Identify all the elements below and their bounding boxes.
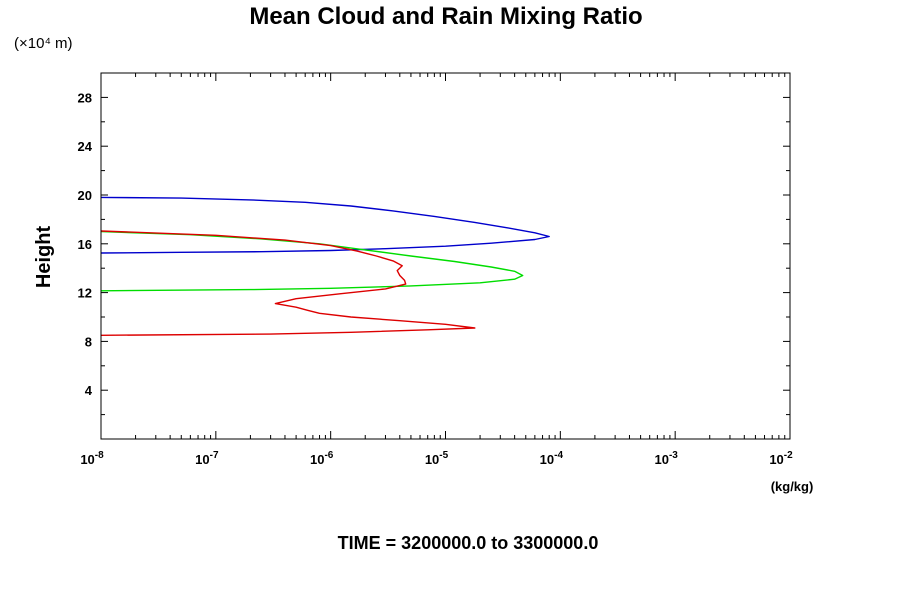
y-tick-label: 12	[78, 286, 92, 301]
y-tick-label: 28	[78, 90, 92, 105]
x-tick-label: 10-4	[540, 450, 564, 467]
series-line-2	[100, 230, 524, 292]
plot-frame	[100, 72, 791, 440]
y-scale-note: (×10⁴ m)	[14, 35, 73, 52]
chart-title: Mean Cloud and Rain Mixing Ratio	[249, 3, 642, 30]
x-tick-labels: 10-8 10-7 10-6 10-5 10-4 10-3 10-2	[80, 450, 793, 467]
y-tick-labels: 4 8 12 16 20 24 28	[78, 90, 93, 398]
y-tick-label: 4	[85, 383, 93, 398]
x-tick-label: 10-3	[654, 450, 678, 467]
y-tick-label: 24	[78, 139, 93, 154]
x-tick-label: 10-5	[425, 450, 449, 467]
series-line-3	[100, 230, 476, 336]
series-lines	[100, 196, 550, 336]
x-tick-label: 10-8	[80, 450, 104, 467]
x-tick-label: 10-6	[310, 450, 334, 467]
x-axis-unit-label: (kg/kg)	[771, 479, 814, 494]
series-line-1	[100, 196, 550, 254]
time-range-label: TIME = 3200000.0 to 3300000.0	[338, 533, 599, 553]
x-tick-label: 10-2	[769, 450, 793, 467]
x-tick-label: 10-7	[195, 450, 219, 467]
y-tick-label: 16	[78, 237, 92, 252]
tick-marks	[100, 73, 791, 439]
y-tick-label: 8	[85, 334, 92, 349]
y-tick-label: 20	[78, 188, 92, 203]
y-axis-label: Height	[33, 226, 55, 289]
